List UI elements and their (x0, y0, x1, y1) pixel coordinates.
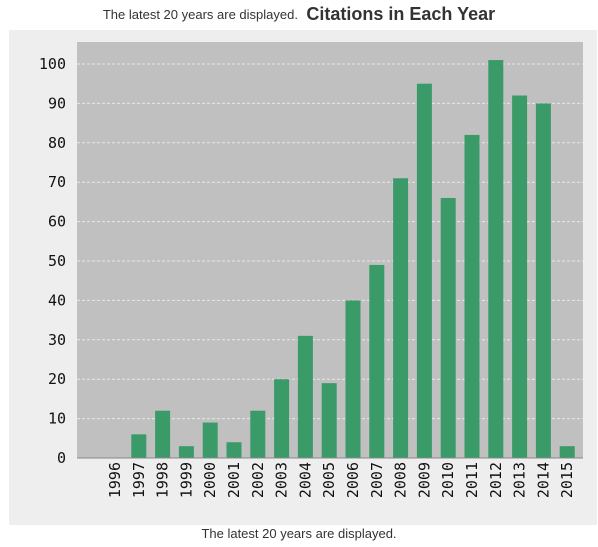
x-tick-label: 2015 (558, 462, 576, 498)
x-tick-label: 2014 (534, 462, 552, 498)
chart-footer-note: The latest 20 years are displayed. (201, 526, 397, 541)
x-tick-label: 1997 (130, 462, 148, 498)
x-tick-label: 2008 (392, 462, 410, 498)
bar-2003 (274, 379, 290, 458)
y-tick-label: 80 (48, 134, 66, 152)
chart-header: The latest 20 years are displayed. Citat… (0, 4, 598, 28)
x-tick-label: 2003 (273, 462, 291, 498)
x-tick-label: 2006 (344, 462, 362, 498)
y-tick-label: 70 (48, 173, 66, 191)
x-tick-label: 2001 (225, 462, 243, 498)
y-tick-label: 50 (48, 252, 66, 270)
y-tick-label: 90 (48, 94, 66, 112)
y-tick-label: 40 (48, 291, 66, 309)
x-tick-label: 1996 (106, 462, 124, 498)
bar-2001 (226, 442, 242, 458)
x-tick-label: 2007 (368, 462, 386, 498)
x-tick-label: 2010 (439, 462, 457, 498)
x-tick-label: 2011 (463, 462, 481, 498)
y-tick-label: 30 (48, 331, 66, 349)
y-tick-label: 60 (48, 213, 66, 231)
bar-2000 (202, 422, 218, 458)
bars (131, 60, 575, 459)
bar-2012 (488, 60, 504, 459)
bar-2007 (369, 264, 385, 458)
chart-subtitle: The latest 20 years are displayed. (102, 7, 298, 22)
y-tick-label: 10 (48, 410, 66, 428)
bar-1999 (178, 446, 194, 458)
y-tick-label: 100 (39, 55, 66, 73)
chart-title: Citations in Each Year (306, 4, 496, 24)
bar-2004 (297, 335, 313, 458)
x-tick-label: 1999 (177, 462, 195, 498)
bar-2006 (345, 300, 361, 458)
x-tick-label: 2000 (201, 462, 219, 498)
y-axis-ticks: 0 10 20 30 40 50 60 70 80 90 100 (39, 55, 66, 467)
x-tick-label: 2005 (320, 462, 338, 498)
bar-2009 (416, 83, 432, 458)
bar-2013 (512, 95, 528, 459)
bar-2011 (464, 134, 480, 459)
x-axis-ticks: 1996 1997 1998 1999 2000 2001 2002 2003 2004 2005… (106, 462, 576, 498)
bar-2002 (250, 410, 266, 458)
x-tick-label: 2002 (249, 462, 267, 498)
bar-1998 (155, 410, 171, 458)
bar-2015 (559, 446, 575, 458)
bar-2008 (393, 178, 409, 458)
bar-1997 (131, 434, 147, 458)
x-tick-label: 1998 (154, 462, 172, 498)
x-tick-label: 2004 (296, 462, 314, 498)
bar-2005 (321, 383, 337, 458)
y-tick-label: 20 (48, 370, 66, 388)
bar-2010 (440, 197, 456, 458)
x-tick-label: 2012 (487, 462, 505, 498)
x-tick-label: 2009 (415, 462, 433, 498)
y-tick-label: 0 (57, 449, 66, 467)
bar-2014 (535, 103, 551, 459)
x-tick-label: 2013 (511, 462, 529, 498)
